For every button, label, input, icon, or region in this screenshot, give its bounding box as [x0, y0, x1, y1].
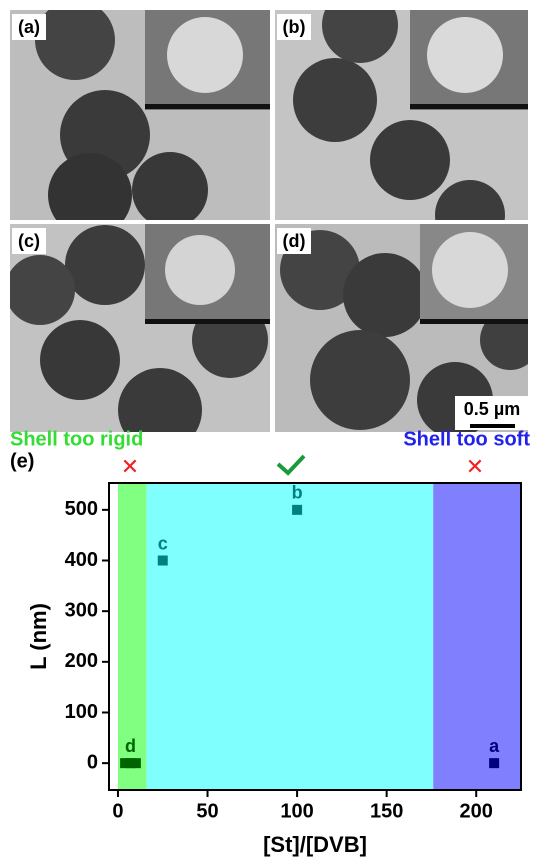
figure: (a) (b) (c) (d) 0.5 µm (e)Shell too rigid Sh… [0, 0, 538, 861]
point-label: d [125, 736, 136, 756]
chart: (e)Shell too rigid Shell too soft 0 50 100 15… [10, 428, 530, 857]
point [158, 556, 168, 566]
point-label: a [489, 736, 500, 756]
check-icon [278, 456, 304, 473]
y-tick-label: 500 [65, 498, 98, 520]
x-tick-label: 150 [370, 800, 403, 822]
region-label: Shell too soft [403, 428, 530, 450]
y-tick-label: 100 [65, 701, 98, 723]
cross-icon: ✕ [466, 454, 484, 479]
point [292, 505, 302, 515]
x-tick-label: 0 [112, 800, 123, 822]
x-tick-label: 100 [280, 800, 313, 822]
panel-label: (a) [18, 17, 40, 37]
region-label: Shell too rigid [10, 428, 143, 450]
panel-label: (b) [283, 17, 306, 37]
point-label: b [292, 483, 303, 503]
point [131, 758, 141, 768]
micrograph-b [275, 0, 528, 250]
panel-label: (d) [283, 231, 306, 251]
scale-bar-label: 0.5 µm [464, 399, 520, 419]
y-tick-label: 300 [65, 599, 98, 621]
y-axis-label: L (nm) [26, 603, 51, 670]
micrograph-a [10, 0, 270, 237]
y-tick-label: 200 [65, 650, 98, 672]
region [147, 483, 434, 790]
point [489, 758, 499, 768]
micrograph-c [5, 224, 270, 452]
region [433, 483, 521, 790]
y-tick-label: 400 [65, 549, 98, 571]
x-tick-label: 50 [196, 800, 218, 822]
panel-label: (e) [10, 450, 34, 472]
y-tick-label: 0 [87, 751, 98, 773]
x-axis-label: [St]/[DVB] [263, 832, 367, 857]
point-label: c [158, 533, 168, 553]
x-tick-label: 200 [460, 800, 493, 822]
panel-label: (c) [18, 231, 40, 251]
cross-icon: ✕ [121, 454, 139, 479]
